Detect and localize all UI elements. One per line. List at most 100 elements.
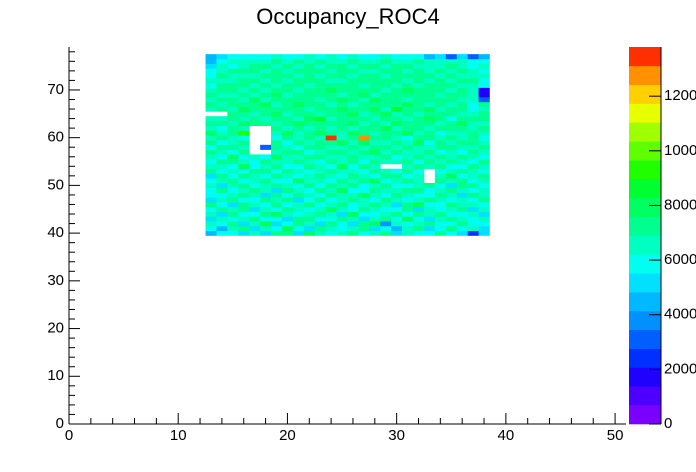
heatmap-cell [238,197,250,203]
heatmap-cell [314,130,326,136]
y-tick-label: 60 [47,129,64,146]
heatmap-cell [358,216,370,222]
heatmap-cell [391,159,403,165]
heatmap-cell [314,230,326,236]
heatmap-cell [325,163,337,169]
heatmap-cell [347,216,359,222]
heatmap-cell [314,106,326,112]
heatmap-cell [380,87,392,93]
heatmap-cell [205,202,217,208]
heatmap-cell [347,125,359,131]
heatmap-cell [402,120,414,127]
heatmap-cell [227,54,239,60]
heatmap-cell [413,216,425,222]
heatmap-cell [434,149,447,155]
heatmap-cell [423,92,436,98]
heatmap-cell [347,106,359,112]
heatmap-cell [249,187,261,193]
heatmap-cell [456,68,468,74]
heatmap-cell [336,68,348,74]
heatmap-cell [271,211,283,217]
heatmap-cell [271,120,283,127]
heatmap-cell [402,230,414,236]
heatmap-cell [380,230,392,236]
heatmap-cell [445,130,458,136]
heatmap-cell [205,120,217,127]
heatmap-cell [358,192,370,198]
heatmap-cell [205,135,217,141]
heatmap-cell [478,173,490,179]
heatmap-cell [227,120,239,127]
heatmap-cell [347,197,359,203]
heatmap-cell [205,159,217,165]
heatmap-cell [249,131,260,136]
heatmap-cell [434,120,447,127]
heatmap-cell [467,58,479,65]
heatmap-cell [391,106,403,112]
heatmap-cell [434,183,447,189]
heatmap-cell [271,216,283,222]
heatmap-cell [216,87,228,93]
heatmap-cell [423,73,436,79]
heatmap-cell [467,78,479,84]
heatmap-cell [238,225,250,232]
heatmap-cell [391,149,403,155]
heatmap-cell [380,187,392,193]
heatmap-cell [292,82,305,88]
heatmap-cell [456,144,468,150]
heatmap-cell [281,68,294,74]
heatmap-cell [478,97,490,103]
heatmap-cell [369,144,381,150]
heatmap-cell [336,101,348,107]
heatmap-cell [445,116,458,122]
heatmap-cell [456,149,468,155]
heatmap-cell [260,68,272,74]
heatmap-cell [391,230,403,236]
heatmap-cell [216,178,228,184]
heatmap-cell [423,225,436,232]
heatmap-cell [369,116,381,122]
heatmap-cell [205,173,217,179]
heatmap-cell [413,144,425,150]
heatmap-cell [380,130,392,136]
heatmap-cell [325,173,337,179]
heatmap-cell [445,149,458,155]
heatmap-cell [227,159,239,165]
z-tick-label: 2000 [664,360,696,377]
heatmap-cell [206,111,217,116]
heatmap-cell [456,178,468,184]
heatmap-cell [249,82,261,88]
heatmap-cell [325,140,337,146]
heatmap-cell [281,63,294,69]
heatmap-cell [325,230,337,236]
heatmap-cell [456,187,468,193]
heatmap-cell [216,159,228,165]
heatmap-cell [445,154,458,160]
heatmap-cell [434,211,447,217]
heatmap-cell [347,225,359,232]
heatmap-cell [249,221,261,227]
heatmap-cell [216,230,228,236]
heatmap-cell [380,135,392,141]
heatmap-cell [314,144,326,150]
heatmap-cell [281,159,294,165]
heatmap-cell [227,92,239,98]
heatmap-cell [325,154,337,160]
heatmap-cell [358,120,370,127]
heatmap-cell [205,183,217,189]
heatmap-cell [467,197,479,203]
heatmap-cell [249,68,261,74]
heatmap-cell [467,111,479,117]
heatmap-cell [303,97,316,103]
z-tick-label: 8000 [664,196,696,213]
heatmap-cell [445,168,458,174]
heatmap-cell [423,125,436,131]
heatmap-cell [205,216,217,222]
heatmap-cell [303,106,316,112]
heatmap-cell [260,144,272,150]
heatmap-cell [336,140,348,146]
heatmap-cell [238,68,250,74]
heatmap-cell [325,130,337,136]
heatmap-cell [205,230,217,236]
heatmap-cell [216,197,228,203]
